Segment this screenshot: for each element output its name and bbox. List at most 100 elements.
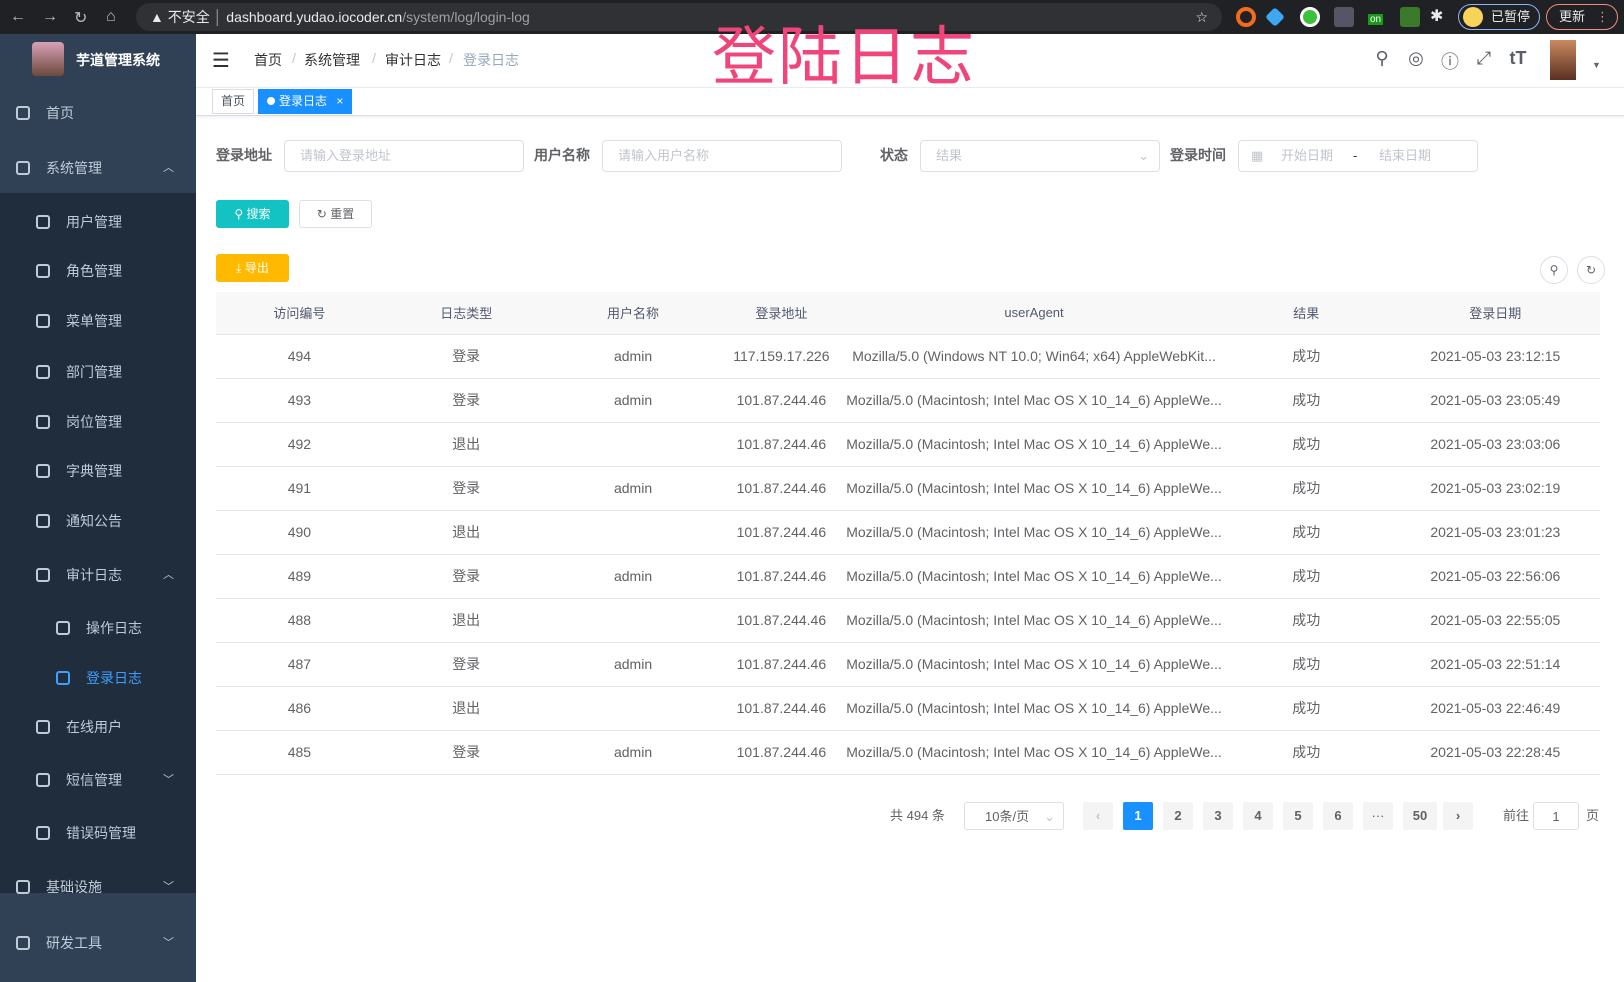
sidebar-item[interactable]: 用户管理 <box>0 197 196 247</box>
toggle-search-icon[interactable]: ⚲ <box>1540 256 1568 284</box>
result-cell: 成功 <box>1221 378 1391 423</box>
sidebar-item[interactable]: 短信管理 ﹀ <box>0 755 196 805</box>
update-button[interactable]: 更新 ⋮ <box>1546 4 1618 30</box>
search-label: 搜索 <box>246 207 271 221</box>
github-icon[interactable]: ◎ <box>1408 48 1424 68</box>
end-date[interactable]: 结束日期 <box>1379 148 1432 163</box>
column-header: 登录地址 <box>716 292 847 335</box>
page-button[interactable]: 5 <box>1283 802 1313 830</box>
sidebar-item[interactable]: 错误码管理 <box>0 808 196 858</box>
extension-icon[interactable] <box>1300 7 1320 27</box>
sidebar-item-label: 通知公告 <box>66 513 122 529</box>
ip-cell: 101.87.244.46 <box>716 686 847 731</box>
breadcrumb-item[interactable]: 首页 <box>254 52 282 68</box>
sidebar-item[interactable]: 操作日志 <box>0 603 196 653</box>
sidebar-item-label: 短信管理 <box>66 772 122 788</box>
page-button[interactable]: 6 <box>1323 802 1353 830</box>
type-cell: 登录 <box>382 554 550 599</box>
reset-button[interactable]: ↻ 重置 <box>299 200 372 228</box>
page-button[interactable]: 4 <box>1243 802 1273 830</box>
extension-icon[interactable] <box>1236 7 1256 27</box>
date-cell: 2021-05-03 23:12:15 <box>1390 334 1600 379</box>
table-row: 488 退出 101.87.244.46 Mozilla/5.0 (Macintosh… <box>216 598 1600 643</box>
extension-icon[interactable] <box>1400 7 1420 27</box>
page-button[interactable]: 2 <box>1163 802 1193 830</box>
sidebar-item[interactable]: 菜单管理 <box>0 296 196 346</box>
star-icon[interactable]: ☆ <box>1195 9 1208 25</box>
puzzle-icon[interactable]: ✱ <box>1430 8 1444 25</box>
date-cell: 2021-05-03 23:01:23 <box>1390 510 1600 555</box>
close-icon[interactable]: × <box>336 94 344 108</box>
user-agent-cell: Mozilla/5.0 (Macintosh; Intel Mac OS X 1… <box>846 642 1222 687</box>
address-bar[interactable]: ▲ 不安全 │ dashboard.yudao.iocoder.cn/syste… <box>136 3 1222 31</box>
sidebar-item[interactable]: 字典管理 <box>0 446 196 496</box>
username-input[interactable]: 请输入用户名称 <box>602 140 842 172</box>
question-icon[interactable]: ⓘ <box>1441 52 1459 72</box>
fullscreen-icon[interactable]: ⤢ <box>1476 48 1492 68</box>
start-date[interactable]: 开始日期 <box>1281 148 1334 163</box>
type-cell: 登录 <box>382 730 550 775</box>
next-page-button[interactable]: › <box>1443 802 1473 830</box>
search-icon[interactable]: ⚲ <box>1375 48 1389 68</box>
tag-home[interactable]: 首页 <box>212 89 255 114</box>
user-agent-cell: Mozilla/5.0 (Macintosh; Intel Mac OS X 1… <box>846 510 1222 555</box>
search-button[interactable]: ⚲ 搜索 <box>216 200 289 228</box>
page-size-select[interactable]: 10条/页 ⌄ <box>964 802 1064 830</box>
prev-page-button[interactable]: ‹ <box>1083 802 1113 830</box>
sidebar-item[interactable]: 首页 <box>0 88 196 138</box>
extension-icon[interactable] <box>1265 7 1285 27</box>
submenu-bg <box>0 193 196 893</box>
hamburger-icon[interactable]: ☰ <box>212 50 230 72</box>
goto-input[interactable]: 1 <box>1533 802 1579 830</box>
export-button[interactable]: ⤓ 导出 <box>216 254 289 282</box>
sidebar-item[interactable]: 角色管理 <box>0 246 196 296</box>
caret-down-icon[interactable]: ▼ <box>1592 60 1601 70</box>
profile-button[interactable]: 已暂停 <box>1458 4 1540 30</box>
ip-cell: 101.87.244.46 <box>716 598 847 643</box>
total-count: 共 494 条 <box>890 808 945 823</box>
sidebar-item[interactable]: 部门管理 <box>0 347 196 397</box>
sidebar-item[interactable]: 岗位管理 <box>0 397 196 447</box>
dashboard-icon <box>16 106 30 120</box>
extension-badge[interactable]: on <box>1368 14 1384 25</box>
chevron-down-icon: ⌄ <box>1044 809 1055 824</box>
refresh-icon[interactable]: ↻ <box>1577 256 1605 284</box>
page-button[interactable]: 1 <box>1123 802 1153 830</box>
date-range-picker[interactable]: ▦ 开始日期 - 结束日期 <box>1238 140 1478 172</box>
reload-icon[interactable]: ↻ <box>74 10 88 27</box>
extension-icon[interactable] <box>1334 7 1354 27</box>
back-icon[interactable]: ← <box>10 8 26 25</box>
table-row: 490 退出 101.87.244.46 Mozilla/5.0 (Macintosh… <box>216 510 1600 555</box>
result-cell: 成功 <box>1221 466 1391 511</box>
home-icon[interactable]: ⌂ <box>106 8 116 25</box>
avatar[interactable] <box>1550 40 1576 80</box>
sidebar-item[interactable]: 登录日志 <box>0 653 196 703</box>
id-cell: 486 <box>216 686 383 731</box>
breadcrumb-item[interactable]: 系统管理 <box>304 52 360 68</box>
sidebar-item[interactable]: 审计日志 ︿ <box>0 550 196 600</box>
status-select[interactable]: 结果 ⌄ <box>920 140 1160 172</box>
form-icon <box>56 621 70 635</box>
id-cell: 492 <box>216 422 383 467</box>
sidebar-item[interactable]: 系统管理 ︿ <box>0 143 196 193</box>
update-label: 更新 <box>1559 9 1586 24</box>
sidebar-item-label: 在线用户 <box>66 719 122 735</box>
breadcrumb-item[interactable]: 审计日志 <box>385 52 441 68</box>
page-button[interactable]: ··· <box>1363 802 1393 830</box>
login-addr-input[interactable]: 请输入登录地址 <box>284 140 524 172</box>
forward-icon[interactable]: → <box>42 8 58 25</box>
sidebar-item[interactable]: 研发工具 ﹀ <box>0 918 196 968</box>
profile-avatar <box>1463 7 1483 27</box>
font-size-icon[interactable]: tT <box>1509 48 1527 68</box>
sidebar-item-label: 角色管理 <box>66 263 122 279</box>
export-label: 导出 <box>244 261 269 275</box>
sidebar-item[interactable]: 基础设施 ﹀ <box>0 862 196 912</box>
ip-cell: 117.159.17.226 <box>716 334 847 379</box>
date-cell: 2021-05-03 23:02:19 <box>1390 466 1600 511</box>
sidebar-item[interactable]: 通知公告 <box>0 496 196 546</box>
tag-current[interactable]: 登录日志 × <box>258 89 353 114</box>
sidebar-item[interactable]: 在线用户 <box>0 702 196 752</box>
page-button[interactable]: 3 <box>1203 802 1233 830</box>
ip-cell: 101.87.244.46 <box>716 466 847 511</box>
page-button[interactable]: 50 <box>1403 802 1437 830</box>
